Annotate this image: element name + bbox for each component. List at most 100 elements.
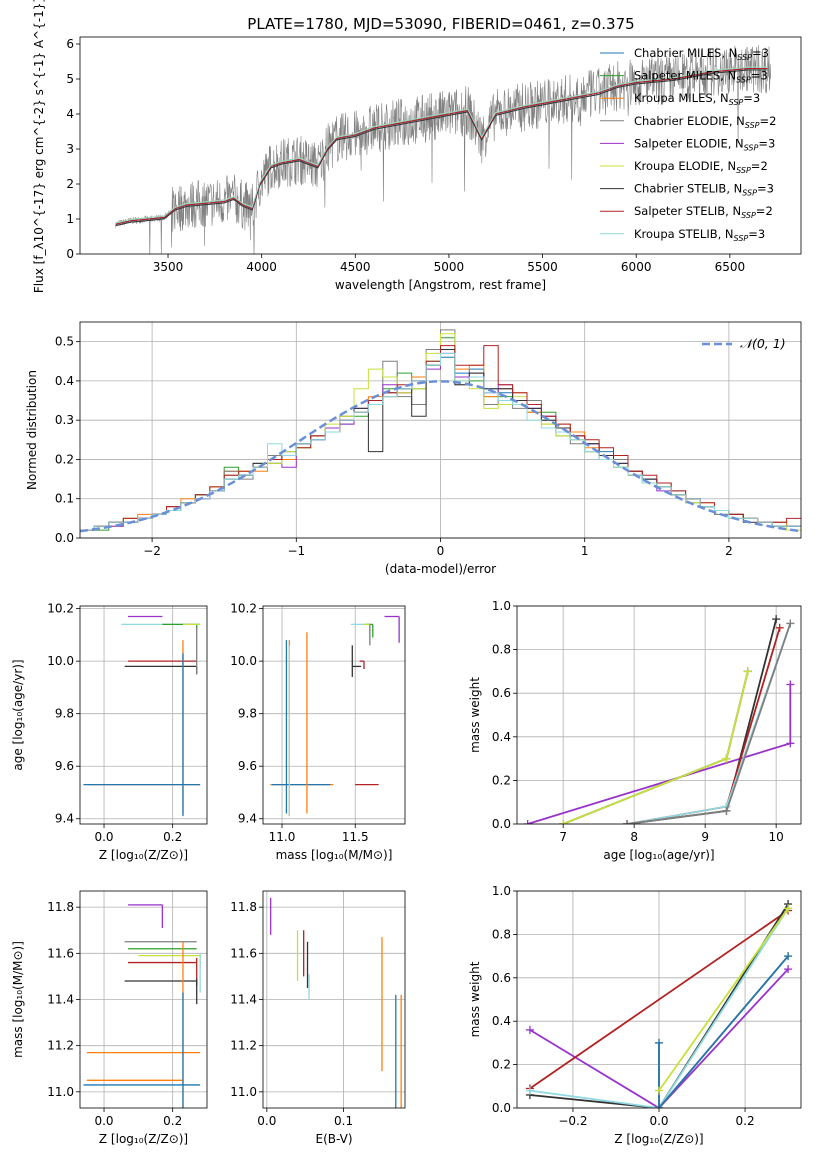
legend-eq: =: [760, 114, 770, 128]
legend-entry-label: Salpeter STELIB, NSSP=2: [634, 204, 773, 220]
y-tick-label: 11.0: [47, 1085, 74, 1099]
y-tick-label: 1: [66, 212, 74, 226]
weight-line: [529, 909, 789, 1090]
legend-eq: =: [756, 204, 766, 218]
errorbar-point: [351, 645, 362, 677]
y-tick-label: 0.0: [492, 817, 511, 831]
legend-eq: =: [751, 159, 761, 173]
age-vs-mass-panel: 11.0 11.5 9.4 9.6 9.8 10.0 10.2 mass [log₁₀(M/M…: [230, 602, 406, 862]
legend-name: Kroupa ELODIE: [634, 159, 720, 173]
weight-line: [529, 968, 789, 1108]
histogram-step: [80, 352, 801, 531]
y-tick-label: 0: [66, 247, 74, 261]
legend-entry-label: Chabrier MILES, NSSP=3: [634, 46, 769, 62]
legend-nssp: 2: [760, 159, 767, 173]
legend-subscript: SSP: [745, 121, 760, 130]
weight-line: [658, 907, 789, 1092]
y-tick-label: 0.4: [492, 730, 511, 744]
weight-line: [562, 671, 749, 824]
weight-vs-metallicity-panel: −0.2 0.0 0.2 0.0 0.2 0.4 0.6 0.8 1.0 Z [log₁₀(Z/Z…: [468, 884, 802, 1146]
y-tick-label: 0.6: [492, 971, 511, 985]
legend-sep: , N: [720, 159, 736, 173]
x-tick-label: 0.2: [163, 830, 182, 844]
legend-subscript: SSP: [737, 53, 752, 62]
y-tick-label: 10.0: [47, 654, 74, 668]
y-tick-label: 11.4: [47, 993, 74, 1007]
weight-marker: [784, 904, 793, 913]
legend-name: Chabrier MILES: [634, 46, 721, 60]
weight-marker: [775, 623, 784, 632]
errorbar-point: [128, 904, 164, 928]
y-axis-label: mass weight: [468, 677, 482, 753]
y-axis-label: Normed distribution: [25, 370, 39, 490]
errorbar-point: [359, 660, 365, 670]
errorbar-point: [138, 954, 201, 968]
x-axis-label: age [log₁₀(age/yr)]: [603, 848, 714, 862]
errorbar-point: [86, 941, 184, 1108]
x-tick-label: 6000: [621, 260, 652, 274]
x-tick-label: 5000: [434, 260, 465, 274]
weight-marker: [784, 965, 793, 974]
x-axis-label: (data-model)/error: [385, 562, 496, 576]
legend-name: Salpeter STELIB: [634, 204, 725, 218]
legend-eq: =: [743, 91, 753, 105]
x-tick-label: 0.0: [94, 1114, 113, 1128]
plot-area: [115, 45, 771, 254]
x-tick-label: 1: [581, 544, 589, 558]
weight-marker: [784, 952, 793, 961]
y-tick-label: 10.2: [230, 602, 257, 616]
x-tick-label: 10: [769, 830, 784, 844]
y-tick-label: 5: [66, 72, 74, 86]
y-tick-label: 11.2: [230, 1039, 257, 1053]
x-tick-label: 7: [559, 830, 567, 844]
weight-marker: [523, 820, 532, 824]
legend-nssp: 3: [760, 69, 767, 83]
legend-eq: =: [752, 46, 762, 60]
axes-frame: [79, 321, 802, 539]
legend-sep: , N: [718, 227, 734, 241]
legend-subscript: SSP: [742, 189, 757, 198]
legend-entry-label: Kroupa STELIB, NSSP=3: [634, 227, 765, 243]
x-tick-label: 9: [701, 830, 709, 844]
errorbar-point: [365, 623, 374, 638]
model-fit-line: [115, 66, 768, 224]
y-tick-label: 0.0: [492, 1101, 511, 1115]
x-tick-label: 0.2: [163, 1114, 182, 1128]
y-tick-label: 11.8: [230, 900, 257, 914]
weight-line: [527, 684, 792, 824]
normal-distribution-curve: [80, 380, 801, 533]
axes-frame: [262, 890, 406, 1109]
mass-vs-metallicity-panel: 0.0 0.2 11.0 11.2 11.4 11.6 11.8 Z [log₁₀(Z/Z⊙)…: [11, 890, 208, 1146]
figure-title: PLATE=1780, MJD=53090, FIBERID=0461, z=0…: [247, 15, 634, 33]
legend-name: Chabrier ELODIE: [634, 114, 729, 128]
legend-nssp: 3: [758, 227, 765, 241]
observed-spectrum-line: [115, 45, 771, 254]
y-tick-label: 2: [66, 177, 74, 191]
legend-subscript: SSP: [734, 234, 749, 243]
legend-entry-label: Kroupa MILES, NSSP=3: [634, 91, 760, 107]
legend-entry-label: Salpeter ELODIE, NSSP=3: [634, 136, 775, 152]
errorbar-point: [384, 615, 400, 643]
y-tick-label: 9.6: [238, 759, 257, 773]
x-tick-label: 0.1: [334, 1114, 353, 1128]
legend-eq: =: [757, 182, 767, 196]
y-tick-label: 0.0: [55, 531, 74, 545]
legend-subscript: SSP: [744, 143, 759, 152]
axes-frame: [79, 890, 208, 1109]
weight-line: [529, 907, 789, 1108]
y-axis-label: mass [log₁₀(M/M⊙)]: [11, 941, 25, 1058]
y-tick-label: 0.2: [55, 452, 74, 466]
y-tick-label: 0.1: [55, 492, 74, 506]
x-tick-label: −0.2: [558, 1114, 587, 1128]
y-tick-label: 11.4: [230, 993, 257, 1007]
weight-line: [562, 671, 749, 824]
weight-marker: [722, 754, 731, 763]
weight-marker: [786, 739, 795, 748]
y-axis-label: Flux [f_λ10^{-17} erg cm^{-2} s^{-1} A^{…: [32, 0, 46, 293]
axes-frame: [516, 605, 802, 825]
weight-marker: [525, 1025, 534, 1034]
weight-marker: [772, 615, 781, 624]
legend-nssp: 2: [769, 114, 776, 128]
axes-frame: [262, 605, 406, 825]
